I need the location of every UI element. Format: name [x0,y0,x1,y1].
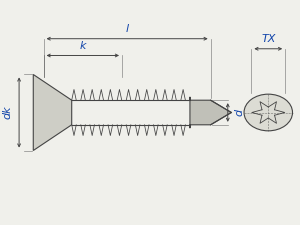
Text: TX: TX [261,34,275,44]
Text: dk: dk [3,106,13,119]
Text: l: l [126,24,129,34]
Circle shape [244,94,292,131]
Text: k: k [80,40,86,51]
Polygon shape [190,97,231,128]
Polygon shape [33,74,72,151]
Text: d: d [234,109,244,116]
